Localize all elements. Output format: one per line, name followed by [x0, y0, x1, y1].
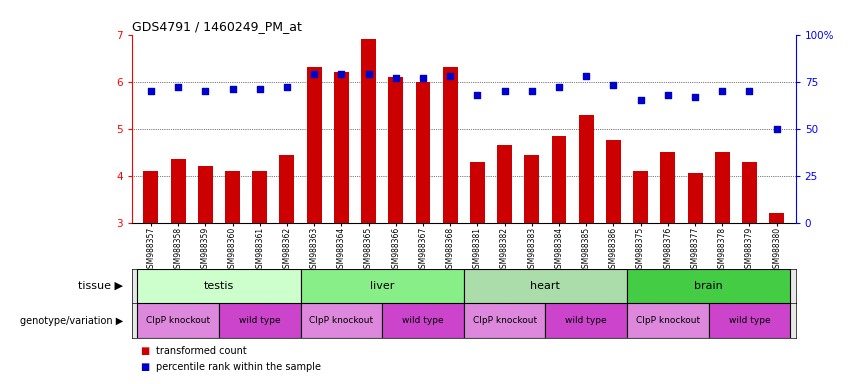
Point [580, 73, 593, 79]
Bar [171, 159, 186, 223]
Bar [388, 77, 403, 223]
Bar [633, 171, 648, 223]
Text: wild type: wild type [239, 316, 281, 325]
Point [607, 82, 620, 88]
Point [716, 88, 729, 94]
Bar [464, 269, 627, 303]
Bar [688, 173, 703, 223]
Bar [219, 303, 300, 338]
Point [362, 71, 375, 77]
Point [688, 94, 702, 100]
Text: GDS4791 / 1460249_PM_at: GDS4791 / 1460249_PM_at [132, 20, 302, 33]
Bar [660, 152, 676, 223]
Text: ■: ■ [140, 362, 150, 372]
Point [253, 86, 266, 92]
Point [770, 126, 784, 132]
Bar [415, 82, 431, 223]
Bar [300, 303, 382, 338]
Bar [334, 72, 349, 223]
Text: percentile rank within the sample: percentile rank within the sample [156, 362, 321, 372]
Bar [627, 303, 709, 338]
Bar [306, 68, 322, 223]
Text: tissue ▶: tissue ▶ [78, 281, 123, 291]
Bar [279, 154, 294, 223]
Text: wild type: wild type [565, 316, 607, 325]
Text: brain: brain [694, 281, 723, 291]
Point [634, 98, 648, 104]
Point [743, 88, 757, 94]
Text: testis: testis [204, 281, 234, 291]
Bar [144, 171, 158, 223]
Bar [198, 166, 213, 223]
Point [280, 84, 294, 90]
Bar [137, 269, 300, 303]
Point [334, 71, 348, 77]
Text: wild type: wild type [403, 316, 444, 325]
Bar [545, 303, 627, 338]
Bar [225, 171, 240, 223]
Point [443, 73, 457, 79]
Point [525, 88, 539, 94]
Bar [361, 39, 376, 223]
Text: ClpP knockout: ClpP knockout [309, 316, 374, 325]
Bar [137, 303, 219, 338]
Bar [606, 141, 621, 223]
Bar [524, 154, 540, 223]
Bar [715, 152, 729, 223]
Text: ■: ■ [140, 346, 150, 356]
Point [498, 88, 511, 94]
Bar [497, 145, 512, 223]
Text: transformed count: transformed count [156, 346, 247, 356]
Point [661, 92, 675, 98]
Point [307, 71, 321, 77]
Bar [464, 303, 545, 338]
Text: ClpP knockout: ClpP knockout [636, 316, 700, 325]
Point [144, 88, 157, 94]
Point [471, 92, 484, 98]
Text: genotype/variation ▶: genotype/variation ▶ [20, 316, 123, 326]
Point [389, 75, 403, 81]
Text: ClpP knockout: ClpP knockout [472, 316, 537, 325]
Bar [470, 162, 485, 223]
Point [226, 86, 239, 92]
Point [171, 84, 185, 90]
Point [416, 75, 430, 81]
Point [198, 88, 212, 94]
Bar [579, 114, 594, 223]
Text: heart: heart [530, 281, 560, 291]
Bar [627, 269, 791, 303]
Bar [382, 303, 464, 338]
Bar [709, 303, 791, 338]
Bar [443, 68, 458, 223]
Bar [252, 171, 267, 223]
Text: liver: liver [370, 281, 394, 291]
Bar [300, 269, 464, 303]
Text: wild type: wild type [728, 316, 770, 325]
Bar [742, 162, 757, 223]
Point [552, 84, 566, 90]
Bar [551, 136, 567, 223]
Bar [769, 214, 784, 223]
Text: ClpP knockout: ClpP knockout [146, 316, 210, 325]
